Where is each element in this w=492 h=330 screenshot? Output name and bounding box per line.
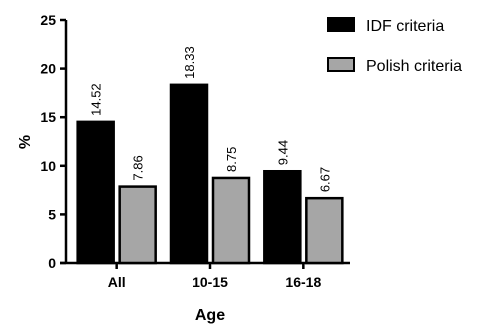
- y-tick-label-1: 5: [48, 206, 56, 222]
- data-label-1-2: 6.67: [317, 167, 332, 192]
- data-label-1-0: 7.86: [131, 155, 146, 180]
- y-tick-label-2: 10: [40, 158, 56, 174]
- data-label-0-0: 14.52: [89, 83, 104, 116]
- data-labels: 14.52 7.86 18.33 8.75 9.44 6.67: [89, 46, 333, 192]
- y-axis: 0 5 10 15 20 25: [40, 12, 68, 271]
- legend: IDF criteria Polish criteria: [327, 17, 462, 75]
- y-tick-label-3: 15: [40, 109, 56, 125]
- x-axis-title: Age: [195, 307, 225, 324]
- legend-label-idf: IDF criteria: [366, 18, 444, 35]
- data-label-0-2: 9.44: [275, 140, 290, 165]
- bar-0-0: [76, 120, 115, 265]
- bar-1-1: [211, 176, 251, 265]
- x-axis: All 10-15 16-18: [60, 261, 350, 290]
- bar-1-0: [118, 185, 157, 265]
- bar-0-1: [169, 83, 209, 265]
- bar-0-2: [263, 169, 302, 265]
- data-label-0-1: 18.33: [182, 46, 197, 79]
- bars: [76, 83, 344, 265]
- x-tick-label-0: All: [108, 274, 126, 290]
- y-axis-title: %: [17, 135, 34, 149]
- y-tick-label-5: 25: [40, 12, 56, 28]
- legend-swatch-idf: [327, 17, 355, 32]
- x-tick-label-1: 10-15: [192, 274, 228, 290]
- x-tick-label-2: 16-18: [285, 274, 321, 290]
- legend-swatch-polish: [327, 57, 355, 72]
- bar-1-2: [305, 196, 344, 265]
- legend-label-polish: Polish criteria: [366, 58, 462, 75]
- data-label-1-1: 8.75: [224, 147, 239, 172]
- y-tick-label-0: 0: [48, 255, 56, 271]
- y-tick-label-4: 20: [40, 61, 56, 77]
